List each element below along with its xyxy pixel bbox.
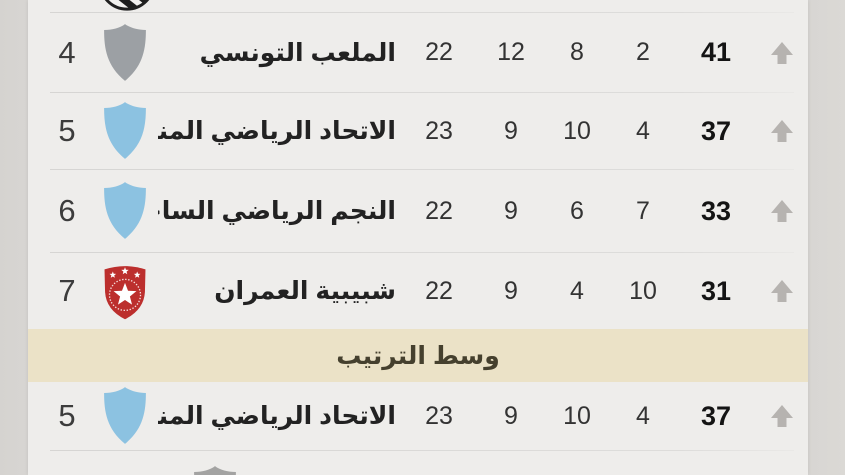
team-name: الملعب التونسي xyxy=(199,38,396,67)
team-badge xyxy=(92,386,158,446)
stat-lost: 7 xyxy=(636,196,650,225)
rank-number: 7 xyxy=(58,273,76,308)
points-value: 37 xyxy=(700,400,732,431)
row-divider xyxy=(50,450,794,451)
rank-number: 4 xyxy=(58,34,76,70)
stat-drawn: 10 xyxy=(563,116,591,145)
row-divider xyxy=(50,169,794,170)
team-name: الاتحاد الرياضي المنستري xyxy=(158,402,396,430)
team-badge xyxy=(92,260,158,322)
partial-row-bottom xyxy=(28,451,808,475)
stat-won: 12 xyxy=(497,38,525,66)
rank-number: 5 xyxy=(58,113,76,148)
red-star-crest-icon xyxy=(104,266,146,320)
gray-shield-icon xyxy=(194,466,236,475)
table-row[interactable]: 4 الملعب التونسي 22 12 8 2 41 xyxy=(28,13,808,92)
mid-table-banner: وسط الترتيب xyxy=(28,329,808,382)
stat-played: 23 xyxy=(425,116,453,145)
team-name: الاتحاد الرياضي المنستري xyxy=(158,117,396,145)
blue-shield-icon xyxy=(104,102,146,159)
rank-number: 5 xyxy=(58,398,76,433)
blue-shield-icon xyxy=(104,182,146,239)
partial-row-top xyxy=(28,0,808,12)
table-row[interactable]: 6 النجم الرياضي الساحي 22 9 6 7 33 xyxy=(28,170,808,252)
team-badge xyxy=(92,181,158,241)
trend-up-icon xyxy=(756,40,808,66)
standings-card: 4 الملعب التونسي 22 12 8 2 41 5 الاتحاد … xyxy=(28,0,808,475)
striped-circle-crest-icon xyxy=(99,0,155,11)
trend-up-icon xyxy=(756,403,808,429)
blue-shield-icon xyxy=(104,387,146,444)
table-row[interactable]: 5 الاتحاد الرياضي المنستري 23 9 10 4 37 xyxy=(28,382,808,450)
points-value: 31 xyxy=(700,275,732,306)
points-value: 37 xyxy=(700,115,732,146)
trend-up-icon xyxy=(756,118,808,144)
team-badge xyxy=(92,101,158,161)
points-value: 41 xyxy=(700,37,732,67)
stat-played: 22 xyxy=(425,196,453,225)
stat-won: 9 xyxy=(504,401,518,430)
gray-shield-icon xyxy=(104,23,146,81)
stat-won: 9 xyxy=(504,116,518,145)
table-row[interactable]: 7 شبيبية العمران 22 9 4 10 31 xyxy=(28,253,808,329)
team-badge xyxy=(92,23,158,83)
table-row[interactable]: 5 الاتحاد الرياضي المنستري 23 9 10 4 37 xyxy=(28,93,808,169)
team-name: النجم الرياضي الساحي xyxy=(158,197,396,225)
stat-drawn: 4 xyxy=(570,276,584,305)
stat-lost: 4 xyxy=(636,116,650,145)
stat-won: 9 xyxy=(504,196,518,225)
row-divider xyxy=(50,12,794,13)
trend-up-icon xyxy=(756,198,808,224)
trend-up-icon xyxy=(756,278,808,304)
stat-lost: 2 xyxy=(636,38,650,66)
stat-drawn: 10 xyxy=(563,401,591,430)
stat-played: 23 xyxy=(425,401,453,430)
stat-lost: 4 xyxy=(636,401,650,430)
row-divider xyxy=(50,92,794,93)
stat-lost: 10 xyxy=(629,276,657,305)
stat-played: 22 xyxy=(425,38,453,66)
stat-played: 22 xyxy=(425,276,453,305)
team-name: شبيبية العمران xyxy=(214,277,396,305)
stat-drawn: 8 xyxy=(570,38,584,66)
rank-number: 6 xyxy=(58,193,76,228)
stat-drawn: 6 xyxy=(570,196,584,225)
row-divider xyxy=(50,252,794,253)
points-value: 33 xyxy=(700,195,732,226)
stat-won: 9 xyxy=(504,276,518,305)
